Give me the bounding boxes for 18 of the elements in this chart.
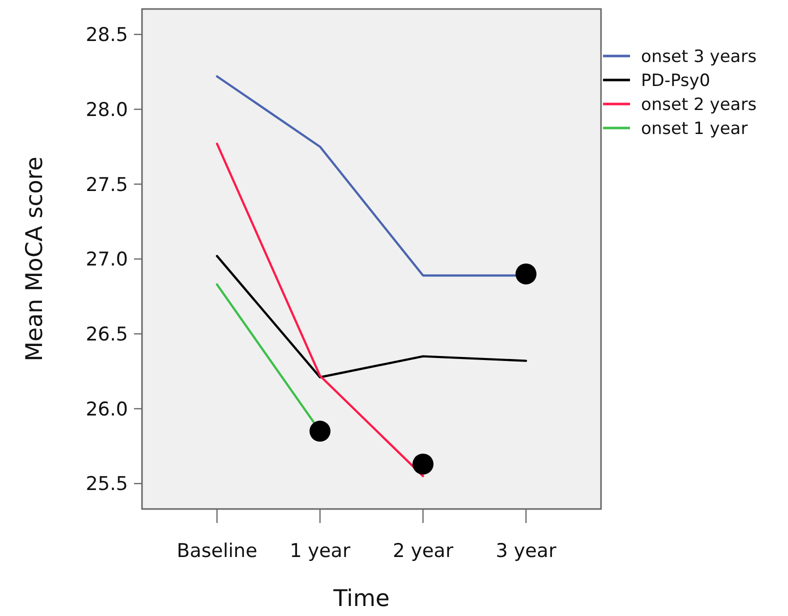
- legend-label: onset 3 years: [641, 46, 757, 67]
- x-axis-title: Time: [332, 586, 390, 612]
- x-tick-label: 2 year: [392, 540, 454, 562]
- legend-label: onset 2 years: [641, 94, 757, 115]
- y-tick-label: 25.5: [86, 473, 128, 496]
- y-tick-label: 27.0: [86, 248, 128, 271]
- y-axis-title: Mean MoCA score: [22, 156, 48, 362]
- y-tick-label: 26.5: [86, 324, 128, 346]
- y-tick-label: 28.0: [86, 98, 128, 121]
- legend-label: PD-Psy0: [641, 70, 710, 91]
- line-series: [216, 254, 528, 378]
- y-tick-label: 27.5: [86, 174, 128, 196]
- y-tick-label: 28.5: [86, 24, 128, 46]
- x-tick-label: Baseline: [176, 540, 258, 562]
- x-tick-label: 1 year: [290, 540, 350, 562]
- y-tick-label: 26.0: [86, 398, 128, 420]
- x-tick-label: 3 year: [496, 540, 556, 562]
- legend-label: onset 1 year: [641, 118, 748, 139]
